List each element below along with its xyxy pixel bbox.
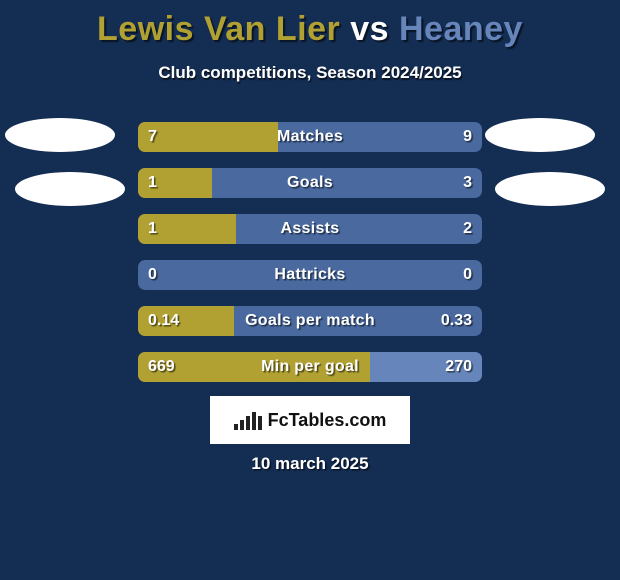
stat-row: Matches7 9 xyxy=(138,122,482,152)
bar-chart-icon xyxy=(234,410,262,430)
stat-row-label: Goals per match xyxy=(138,306,482,336)
stat-row-value-right: 270 xyxy=(445,352,472,382)
player1-name: Lewis Van Lier xyxy=(97,10,340,48)
brand-text: FcTables.com xyxy=(268,410,387,431)
stat-row-value-right: 0.33 xyxy=(441,306,472,336)
stat-row-value-left: 7 xyxy=(148,122,157,152)
player2-name: Heaney xyxy=(399,10,523,48)
comparison-page: Lewis Van Lier vs Heaney Club competitio… xyxy=(0,0,620,580)
team-badge-left-2 xyxy=(15,172,125,206)
stat-rows: Matches79Goals13Assists12Hattricks00Goal… xyxy=(138,122,482,398)
team-badge-right-1 xyxy=(485,118,595,152)
stat-row-label: Hattricks xyxy=(138,260,482,290)
stat-row-value-left: 669 xyxy=(148,352,175,382)
stat-row-value-left: 0.14 xyxy=(148,306,179,336)
bar-chart-icon-bar xyxy=(234,424,238,430)
stat-row-label: Assists xyxy=(138,214,482,244)
stat-row-value-left: 1 xyxy=(148,214,157,244)
stat-row-label: Min per goal xyxy=(138,352,482,382)
bar-chart-icon-bar xyxy=(252,412,256,430)
stat-row-label: Matches xyxy=(138,122,482,152)
team-badge-right-2 xyxy=(495,172,605,206)
title-separator: vs xyxy=(350,10,389,48)
stat-row-value-right: 3 xyxy=(463,168,472,198)
team-badge-left-1 xyxy=(5,118,115,152)
stat-row: Hattricks0 0 xyxy=(138,260,482,290)
stat-row-value-right: 0 xyxy=(463,260,472,290)
bar-chart-icon-bar xyxy=(246,416,250,430)
stat-row-value-right: 2 xyxy=(463,214,472,244)
bar-chart-icon-bar xyxy=(240,420,244,430)
brand-box: FcTables.com xyxy=(210,396,410,444)
subtitle: Club competitions, Season 2024/2025 xyxy=(0,63,620,83)
date-text: 10 march 2025 xyxy=(0,454,620,474)
stat-row: Goals1 3 xyxy=(138,168,482,198)
page-title: Lewis Van Lier vs Heaney xyxy=(0,0,620,49)
stat-row: Min per goal669 270 xyxy=(138,352,482,382)
stat-row: Assists1 2 xyxy=(138,214,482,244)
stat-row-label: Goals xyxy=(138,168,482,198)
stat-row-value-left: 0 xyxy=(148,260,157,290)
stat-row-value-right: 9 xyxy=(463,122,472,152)
stat-row-value-left: 1 xyxy=(148,168,157,198)
bar-chart-icon-bar xyxy=(258,416,262,430)
stat-row: Goals per match0.14 0.33 xyxy=(138,306,482,336)
